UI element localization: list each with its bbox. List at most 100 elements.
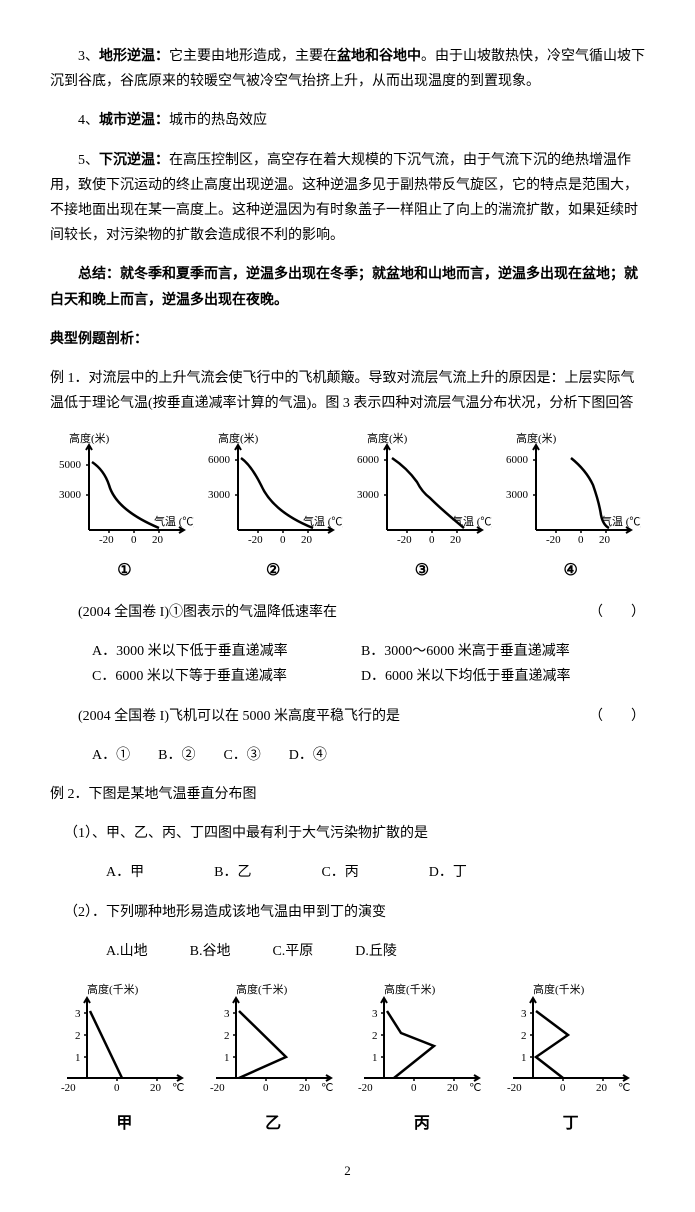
xt3: 20 xyxy=(596,1082,608,1094)
q2-opts: A．① B．② C．③ D．④ xyxy=(92,743,645,768)
xlabel: 气温 (℃) xyxy=(154,514,194,528)
xtick1: -20 xyxy=(99,534,114,546)
question-2: (2004 全国卷 I)飞机可以在 5000 米高度平稳飞行的是 （ ） xyxy=(50,704,645,729)
q2-2-text: 下列哪种地形易造成该地气温由甲到丁的演变 xyxy=(106,905,386,920)
yt2: 2 xyxy=(224,1030,230,1042)
title: 城市逆温： xyxy=(99,113,169,128)
q1-optA: A．3000 米以下低于垂直递减率 xyxy=(92,639,357,664)
chart-3: 高度(米) 6000 3000 -20 0 20 气温 (℃) ③ xyxy=(352,430,492,586)
chart-3-svg: 高度(米) 6000 3000 -20 0 20 气温 (℃) xyxy=(352,430,492,555)
chart-2-svg: 高度(米) 6000 3000 -20 0 20 气温 (℃) xyxy=(203,430,343,555)
para-subsidence-inversion: 5、下沉逆温：在高压控制区，高空存在着大规模的下沉气流，由于气流下沉的绝热增温作… xyxy=(50,148,645,249)
ylabel: 高度(千米) xyxy=(384,982,436,996)
title: 地形逆温： xyxy=(99,49,169,64)
xt3: 20 xyxy=(299,1082,311,1094)
yt1: 1 xyxy=(521,1052,527,1064)
xtick3: 20 xyxy=(152,534,164,546)
ytick-6000: 6000 xyxy=(506,454,529,466)
ex2-label: 例 2． xyxy=(50,787,89,802)
chart-num-4: ④ xyxy=(501,557,641,586)
chart-yi: 高度(千米) 3 2 1 -20 0 20 ℃ 乙 xyxy=(206,978,341,1139)
xt1: -20 xyxy=(507,1082,522,1094)
num: 4、 xyxy=(78,113,99,128)
section-title: 典型例题剖析： xyxy=(50,327,645,352)
xt2: 0 xyxy=(263,1082,269,1094)
q1-optD: D．6000 米以下均低于垂直递减率 xyxy=(361,664,626,689)
summary: 总结：就冬季和夏季而言，逆温多出现在冬季；就盆地和山地而言，逆温多出现在盆地；就… xyxy=(50,262,645,312)
chart-1: 高度(米) 5000 3000 -20 0 20 气温 (℃) ① xyxy=(54,430,194,586)
summary-label: 总结： xyxy=(78,267,120,282)
ytick-3000: 3000 xyxy=(506,489,529,501)
q2-2-opts: A.山地 B.谷地 C.平原 D.丘陵 xyxy=(106,939,645,964)
chart-bing: 高度(千米) 3 2 1 -20 0 20 ℃ 丙 xyxy=(354,978,489,1139)
chart-bing-svg: 高度(千米) 3 2 1 -20 0 20 ℃ xyxy=(354,978,489,1108)
yt2: 2 xyxy=(372,1030,378,1042)
xt3: 20 xyxy=(150,1082,162,1094)
xtick3: 20 xyxy=(599,534,611,546)
xt1: -20 xyxy=(61,1082,76,1094)
label-bing: 丙 xyxy=(354,1110,489,1139)
para-terrain-inversion: 3、地形逆温：它主要由地形造成，主要在盆地和谷地中。由于山坡散热快，冷空气循山坡… xyxy=(50,44,645,94)
para-urban-inversion: 4、城市逆温：城市的热岛效应 xyxy=(50,108,645,133)
xt2: 0 xyxy=(560,1082,566,1094)
example-2: 例 2．下图是某地气温垂直分布图 xyxy=(50,782,645,807)
ytick-3000: 3000 xyxy=(59,489,82,501)
chart-4-svg: 高度(米) 6000 3000 -20 0 20 气温 (℃) xyxy=(501,430,641,555)
xtick1: -20 xyxy=(248,534,263,546)
chart-4: 高度(米) 6000 3000 -20 0 20 气温 (℃) ④ xyxy=(501,430,641,586)
ylabel: 高度(千米) xyxy=(87,982,139,996)
chart-num-3: ③ xyxy=(352,557,492,586)
xtick1: -20 xyxy=(546,534,561,546)
xunit: ℃ xyxy=(469,1082,481,1094)
example-1: 例 1．对流层中的上升气流会使飞行中的飞机颠簸。导致对流层气流上升的原因是：上层… xyxy=(50,366,645,416)
xtick2: 0 xyxy=(578,534,584,546)
q2-1-text: 甲、乙、丙、丁四图中最有利于大气污染物扩散的是 xyxy=(106,826,428,841)
q1-optC: C．6000 米以下等于垂直递减率 xyxy=(92,664,357,689)
label-yi: 乙 xyxy=(206,1110,341,1139)
q2-paren: （ ） xyxy=(561,704,645,729)
xunit: ℃ xyxy=(321,1082,333,1094)
xt1: -20 xyxy=(210,1082,225,1094)
yt3: 3 xyxy=(75,1008,81,1020)
ylabel: 高度(米) xyxy=(69,431,110,445)
xtick1: -20 xyxy=(397,534,412,546)
ytick-5000: 5000 xyxy=(59,459,82,471)
xt2: 0 xyxy=(411,1082,417,1094)
ex1-label: 例 1． xyxy=(50,371,89,386)
chart-jia: 高度(千米) 3 2 1 -20 0 20 ℃ 甲 xyxy=(57,978,192,1139)
chart-ding-svg: 高度(千米) 3 2 1 -20 0 20 ℃ xyxy=(503,978,638,1108)
yt2: 2 xyxy=(521,1030,527,1042)
chart-num-2: ② xyxy=(203,557,343,586)
q1-paren: （ ） xyxy=(561,600,645,625)
xtick2: 0 xyxy=(429,534,435,546)
q2-source: (2004 全国卷 I) xyxy=(78,709,169,724)
page-number: 2 xyxy=(50,1159,645,1182)
yt1: 1 xyxy=(372,1052,378,1064)
title: 下沉逆温： xyxy=(99,153,169,168)
ylabel: 高度(千米) xyxy=(533,982,585,996)
num: 5、 xyxy=(78,153,99,168)
q2-1-num: （1）、 xyxy=(64,826,106,841)
text: 城市的热岛效应 xyxy=(169,113,267,128)
q2-2: （2）．下列哪种地形易造成该地气温由甲到丁的演变 xyxy=(64,900,645,925)
q2-1-opts: A．甲 B．乙 C．丙 D．丁 xyxy=(106,860,645,885)
chart-1-svg: 高度(米) 5000 3000 -20 0 20 气温 (℃) xyxy=(54,430,194,555)
q2-1: （1）、甲、乙、丙、丁四图中最有利于大气污染物扩散的是 xyxy=(64,821,645,846)
ylabel: 高度(米) xyxy=(367,431,408,445)
charts-row-2: 高度(千米) 3 2 1 -20 0 20 ℃ 甲 高度(千米) 3 2 1 -… xyxy=(50,978,645,1139)
q1-options: A．3000 米以下低于垂直递减率 B．3000～6000 米高于垂直递减率 C… xyxy=(92,639,645,689)
bold-location: 盆地和谷地中 xyxy=(337,49,421,64)
chart-2: 高度(米) 6000 3000 -20 0 20 气温 (℃) ② xyxy=(203,430,343,586)
text: 它主要由地形造成，主要在 xyxy=(169,49,337,64)
ylabel: 高度(千米) xyxy=(236,982,288,996)
chart-num-1: ① xyxy=(54,557,194,586)
xtick3: 20 xyxy=(301,534,313,546)
chart-yi-svg: 高度(千米) 3 2 1 -20 0 20 ℃ xyxy=(206,978,341,1108)
q1-source: (2004 全国卷 I) xyxy=(78,605,169,620)
yt1: 1 xyxy=(75,1052,81,1064)
chart-jia-svg: 高度(千米) 3 2 1 -20 0 20 ℃ xyxy=(57,978,192,1108)
xunit: ℃ xyxy=(172,1082,184,1094)
q2-text: 飞机可以在 5000 米高度平稳飞行的是 xyxy=(169,709,400,724)
xtick3: 20 xyxy=(450,534,462,546)
yt2: 2 xyxy=(75,1030,81,1042)
